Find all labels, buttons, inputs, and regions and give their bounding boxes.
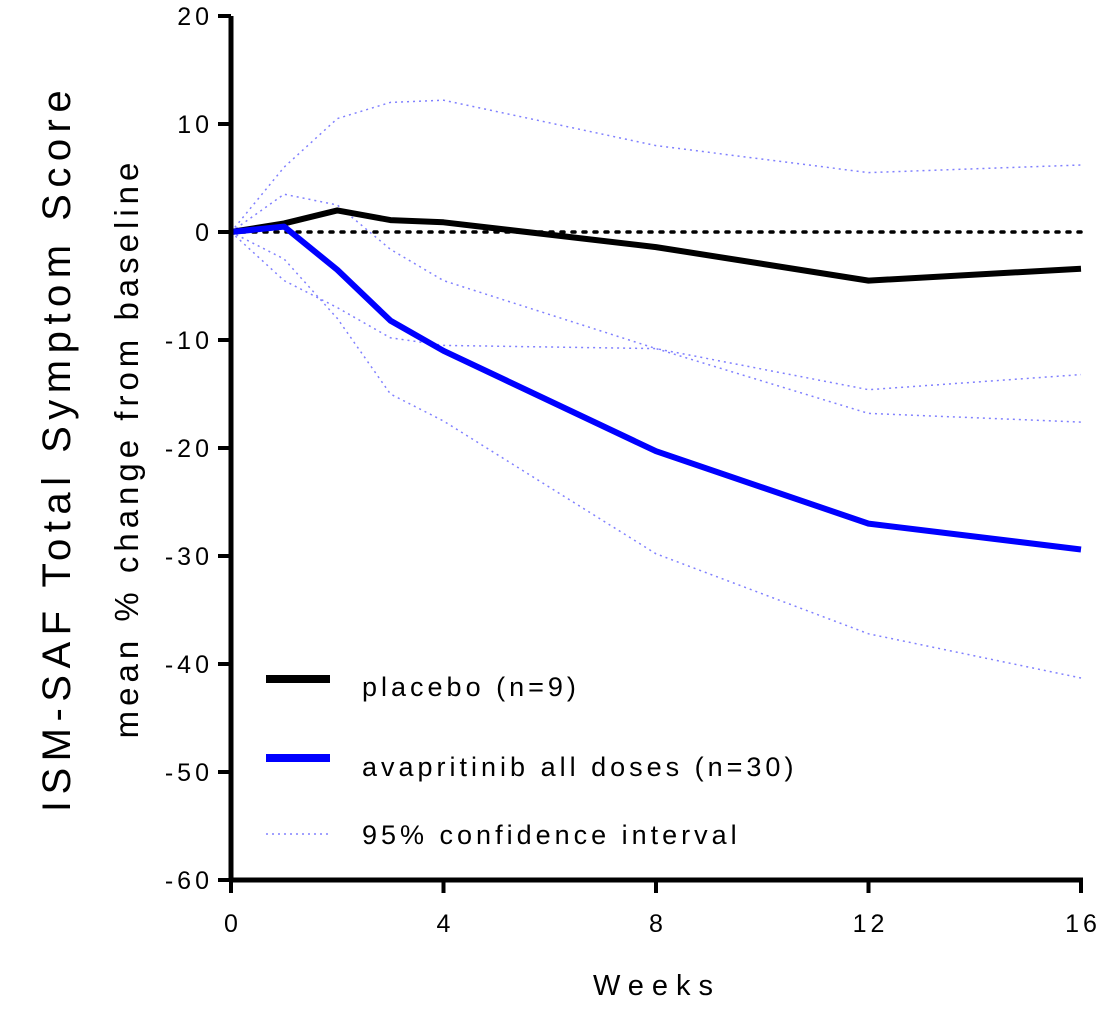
- y-tick-label: 10: [177, 111, 213, 139]
- legend-label-avapritinib: avapritinib all doses (n=30): [362, 752, 797, 782]
- x-axis-title: Weeks: [593, 970, 721, 1002]
- x-tick-label: 12: [853, 910, 889, 938]
- y-tick-label: -10: [165, 327, 213, 355]
- series-line-avapritinib-all-doses: [230, 223, 1082, 553]
- x-tick-label: 4: [437, 910, 455, 938]
- x-tick-label: 0: [224, 910, 242, 938]
- y-tick-label: -50: [165, 759, 213, 787]
- confidence-bands: [230, 99, 1082, 679]
- y-tick-label: -60: [165, 867, 213, 895]
- tick-layer: 20 10 0 -10 -20 -30 -40 -50 -60 0 4 8 12 16: [165, 3, 1100, 938]
- legend-label-ci: 95% confidence interval: [362, 820, 741, 850]
- x-tick-label: 16: [1065, 910, 1100, 938]
- series-layer: [230, 207, 1082, 553]
- y-tick-label: 0: [195, 219, 213, 247]
- ci-upper-placebo: [230, 99, 1082, 233]
- y-tick-label: -40: [165, 651, 213, 679]
- legend-label-placebo: placebo (n=9): [362, 672, 580, 702]
- legend: placebo (n=9) avapritinib all doses (n=3…: [266, 672, 797, 850]
- ci-lower-avapritinib-all-doses: [230, 231, 1082, 679]
- ci-lower-placebo: [230, 231, 1082, 391]
- series-line-placebo: [230, 207, 1082, 284]
- y-tick-label: -30: [165, 543, 213, 571]
- y-axis-title-line1: ISM-SAF Total Symptom Score: [35, 84, 79, 812]
- y-axis-title-line2: mean % change from baseline: [108, 158, 145, 739]
- y-tick-label: -20: [165, 435, 213, 463]
- y-tick-label: 20: [177, 3, 213, 31]
- x-tick-label: 8: [649, 910, 667, 938]
- ci-upper-avapritinib-all-doses: [230, 193, 1082, 423]
